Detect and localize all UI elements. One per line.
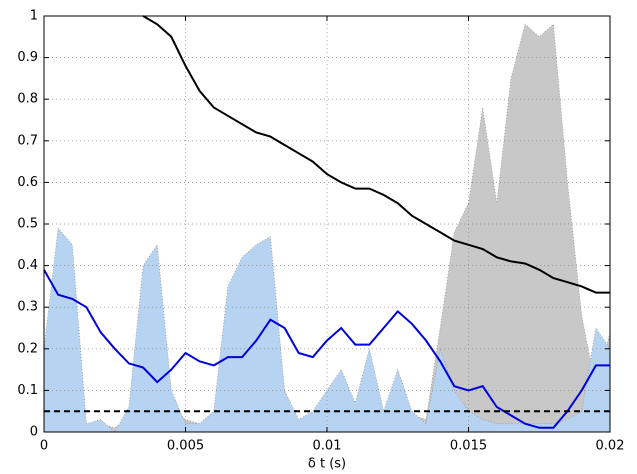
x-tick-label: 0.01 xyxy=(313,439,342,454)
x-axis-label: δ t (s) xyxy=(308,457,346,472)
line xyxy=(142,15,610,294)
y-tick-label: 0.1 xyxy=(17,383,38,398)
y-tick-label: 0.8 xyxy=(17,92,38,107)
x-tick-label: 0.005 xyxy=(167,439,204,454)
x-tick-label: 0.02 xyxy=(596,439,625,454)
y-tick-label: 0.5 xyxy=(17,217,38,232)
line xyxy=(43,269,610,429)
y-tick-label: 0.4 xyxy=(17,258,38,273)
x-tick-label: 0 xyxy=(40,439,48,454)
x-tick-label: 0.015 xyxy=(450,439,487,454)
y-tick-label: 0.7 xyxy=(17,133,38,148)
y-tick-label: 0 xyxy=(30,425,38,440)
y-tick-label: 0.6 xyxy=(17,175,38,190)
y-tick-label: 0.2 xyxy=(17,341,38,356)
y-tick-label: 0.3 xyxy=(17,300,38,315)
area xyxy=(43,227,611,433)
y-tick-label: 0.9 xyxy=(17,50,38,65)
y-tick-label: 1 xyxy=(30,9,38,24)
